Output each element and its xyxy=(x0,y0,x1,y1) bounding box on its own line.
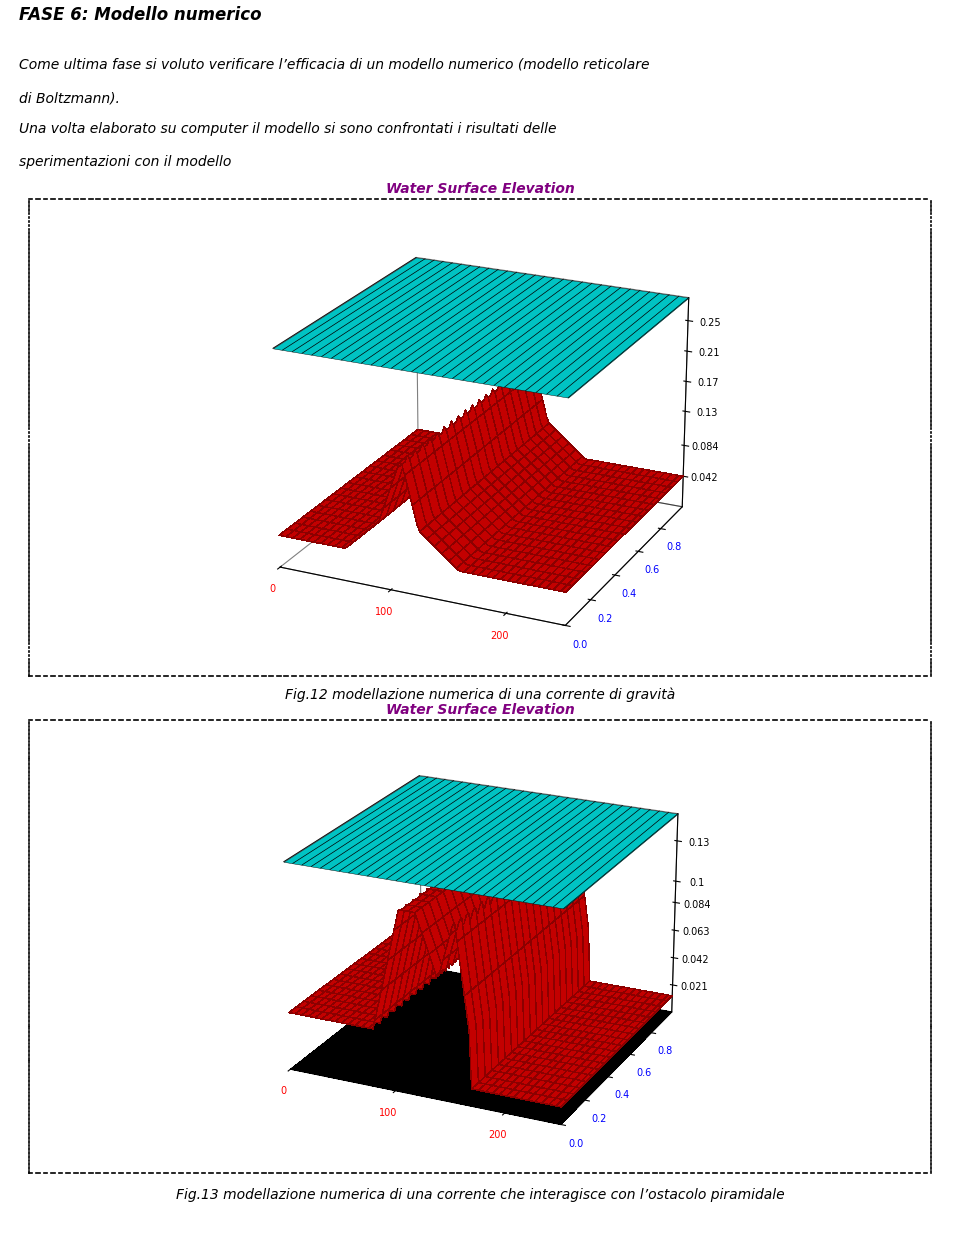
Text: FASE 6: Modello numerico: FASE 6: Modello numerico xyxy=(19,6,262,25)
Text: di Boltzmann).: di Boltzmann). xyxy=(19,92,120,105)
Text: Una volta elaborato su computer il modello si sono confrontati i risultati delle: Una volta elaborato su computer il model… xyxy=(19,123,557,137)
Text: Fig.12 modellazione numerica di una corrente di gravità: Fig.12 modellazione numerica di una corr… xyxy=(285,688,675,701)
Text: Fig.13 modellazione numerica di una corrente che interagisce con l’ostacolo pira: Fig.13 modellazione numerica di una corr… xyxy=(176,1188,784,1203)
Title: Water Surface Elevation: Water Surface Elevation xyxy=(386,182,574,196)
Text: sperimentazioni con il modello: sperimentazioni con il modello xyxy=(19,155,231,169)
Title: Water Surface Elevation: Water Surface Elevation xyxy=(386,704,574,717)
Text: Come ultima fase si voluto verificare l’efficacia di un modello numerico (modell: Come ultima fase si voluto verificare l’… xyxy=(19,58,650,72)
